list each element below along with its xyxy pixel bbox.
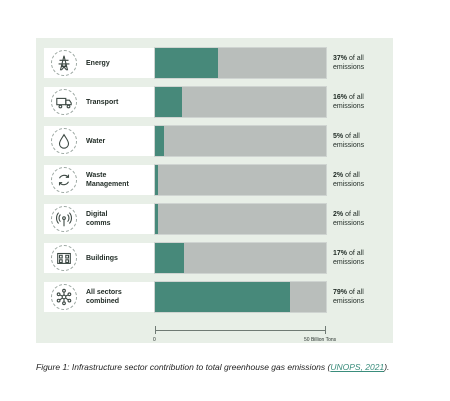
- water-drop-icon: [51, 128, 77, 154]
- value-label-line1: 37% of all: [333, 54, 385, 63]
- value-label: 5% of all emissions: [333, 126, 385, 156]
- value-label-line2: emissions: [333, 64, 365, 71]
- axis-line: [155, 330, 326, 331]
- caption-end: ).: [384, 362, 390, 372]
- value-percent: 5%: [333, 133, 344, 140]
- bar-track: [154, 242, 327, 274]
- value-label-rest: of all: [347, 289, 364, 296]
- bar-row: Buildings 17% of all emissions: [36, 242, 393, 274]
- value-label: 17% of all emissions: [333, 243, 385, 273]
- bar: [155, 126, 164, 156]
- value-label-rest: of all: [343, 133, 360, 140]
- value-label-line2: emissions: [333, 220, 365, 227]
- bar-row: All sectors combined 79% of all emissions: [36, 281, 393, 313]
- value-percent: 37%: [333, 55, 348, 62]
- bar-row: Waste Management 2% of all emissions: [36, 164, 393, 196]
- bar: [155, 48, 219, 78]
- value-label-line1: 2% of all: [333, 171, 385, 180]
- value-label-line1: 17% of all: [333, 249, 385, 258]
- recycle-icon: [51, 167, 77, 193]
- category-label: All sectors combined: [86, 289, 122, 305]
- value-label-rest: of all: [347, 94, 364, 101]
- bar-track: [154, 281, 327, 313]
- bar: [155, 282, 291, 312]
- bar-track: [154, 47, 327, 79]
- category-label: Buildings: [86, 254, 118, 262]
- bar-track: [154, 86, 327, 118]
- value-percent: 79%: [333, 289, 348, 296]
- category-label: Water: [86, 137, 106, 145]
- network-icon: [51, 284, 77, 310]
- value-label-rest: of all: [343, 172, 360, 179]
- bar-row: Water 5% of all emissions: [36, 125, 393, 157]
- bar-row: Digital comms 2% of all emissions: [36, 203, 393, 235]
- value-label-line2: emissions: [333, 181, 365, 188]
- bar-row: Transport 16% of all emissions: [36, 86, 393, 118]
- value-label-rest: of all: [347, 55, 364, 62]
- caption-text: Figure 1: Infrastructure sector contribu…: [36, 362, 331, 372]
- figure-caption: Figure 1: Infrastructure sector contribu…: [36, 360, 436, 374]
- bar-track: [154, 164, 327, 196]
- category-label: Transport: [86, 98, 119, 106]
- value-label: 37% of all emissions: [333, 48, 385, 78]
- value-label-line2: emissions: [333, 103, 365, 110]
- axis-tick-end: [325, 326, 326, 334]
- bar: [155, 165, 159, 195]
- value-label-line1: 79% of all: [333, 288, 385, 297]
- bar: [155, 87, 183, 117]
- value-percent: 17%: [333, 250, 348, 257]
- value-percent: 2%: [333, 211, 344, 218]
- building-icon: [51, 245, 77, 271]
- axis-min-label: 0: [153, 337, 156, 343]
- value-label: 79% of all emissions: [333, 282, 385, 312]
- category-label: Waste Management: [86, 172, 129, 188]
- value-label-rest: of all: [347, 250, 364, 257]
- value-percent: 16%: [333, 94, 348, 101]
- value-label: 2% of all emissions: [333, 204, 385, 234]
- value-label: 16% of all emissions: [333, 87, 385, 117]
- caption-link[interactable]: UNOPS, 2021: [330, 362, 385, 372]
- bar: [155, 204, 159, 234]
- axis-tick-start: [155, 326, 156, 334]
- axis-max-label: 50 Billion Tons: [304, 337, 337, 343]
- value-label-rest: of all: [343, 211, 360, 218]
- bar-row: Energy 37% of all emissions: [36, 47, 393, 79]
- value-label-line2: emissions: [333, 298, 365, 305]
- value-label: 2% of all emissions: [333, 165, 385, 195]
- value-percent: 2%: [333, 172, 344, 179]
- value-label-line2: emissions: [333, 142, 365, 149]
- value-label-line1: 16% of all: [333, 93, 385, 102]
- truck-icon: [51, 89, 77, 115]
- bar: [155, 243, 185, 273]
- antenna-icon: [51, 206, 77, 232]
- bar-track: [154, 125, 327, 157]
- x-axis: [155, 326, 326, 334]
- value-label-line1: 2% of all: [333, 210, 385, 219]
- bar-track: [154, 203, 327, 235]
- value-label-line1: 5% of all: [333, 132, 385, 141]
- category-label: Energy: [86, 59, 110, 67]
- value-label-line2: emissions: [333, 259, 365, 266]
- category-label: Digital comms: [86, 211, 111, 227]
- power-pylon-icon: [51, 50, 77, 76]
